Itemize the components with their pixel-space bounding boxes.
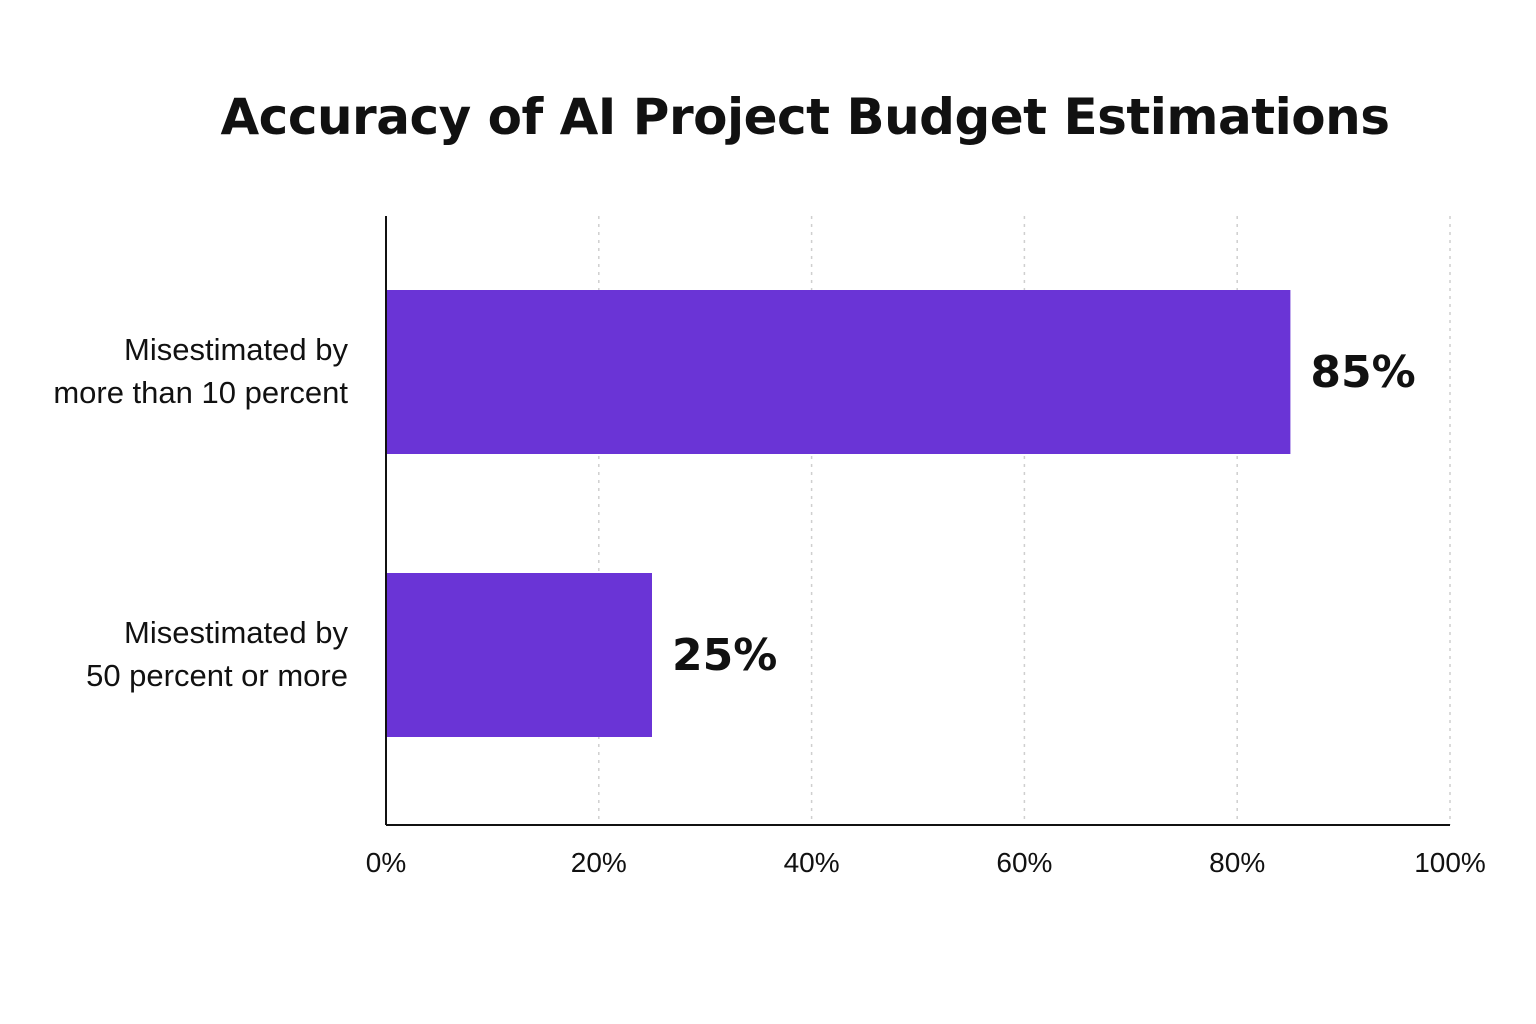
chart-title: Accuracy of AI Project Budget Estimation… <box>220 88 1390 146</box>
value-label-1: 25% <box>672 630 777 681</box>
bar-1 <box>386 573 652 737</box>
x-tick-label-100: 100% <box>1414 847 1486 878</box>
category-label-line: more than 10 percent <box>53 375 348 410</box>
bars <box>386 290 1291 737</box>
axes <box>385 216 1450 826</box>
x-tick-label-40: 40% <box>784 847 840 878</box>
category-label-line: 50 percent or more <box>86 658 348 693</box>
x-tick-label-80: 80% <box>1209 847 1265 878</box>
category-label-line: Misestimated by <box>124 332 348 367</box>
gridlines <box>598 216 1451 825</box>
category-label-0: Misestimated by more than 10 percent <box>53 332 348 410</box>
x-tick-label-20: 20% <box>571 847 627 878</box>
x-tick-label-0: 0% <box>366 847 406 878</box>
bar-0 <box>386 290 1291 454</box>
category-label-1: Misestimated by 50 percent or more <box>86 615 348 693</box>
value-label-0: 85% <box>1310 347 1415 398</box>
x-tick-label-60: 60% <box>996 847 1052 878</box>
labels: 85% Misestimated by more than 10 percent 25… <box>53 332 1486 878</box>
category-label-line: Misestimated by <box>124 615 348 650</box>
